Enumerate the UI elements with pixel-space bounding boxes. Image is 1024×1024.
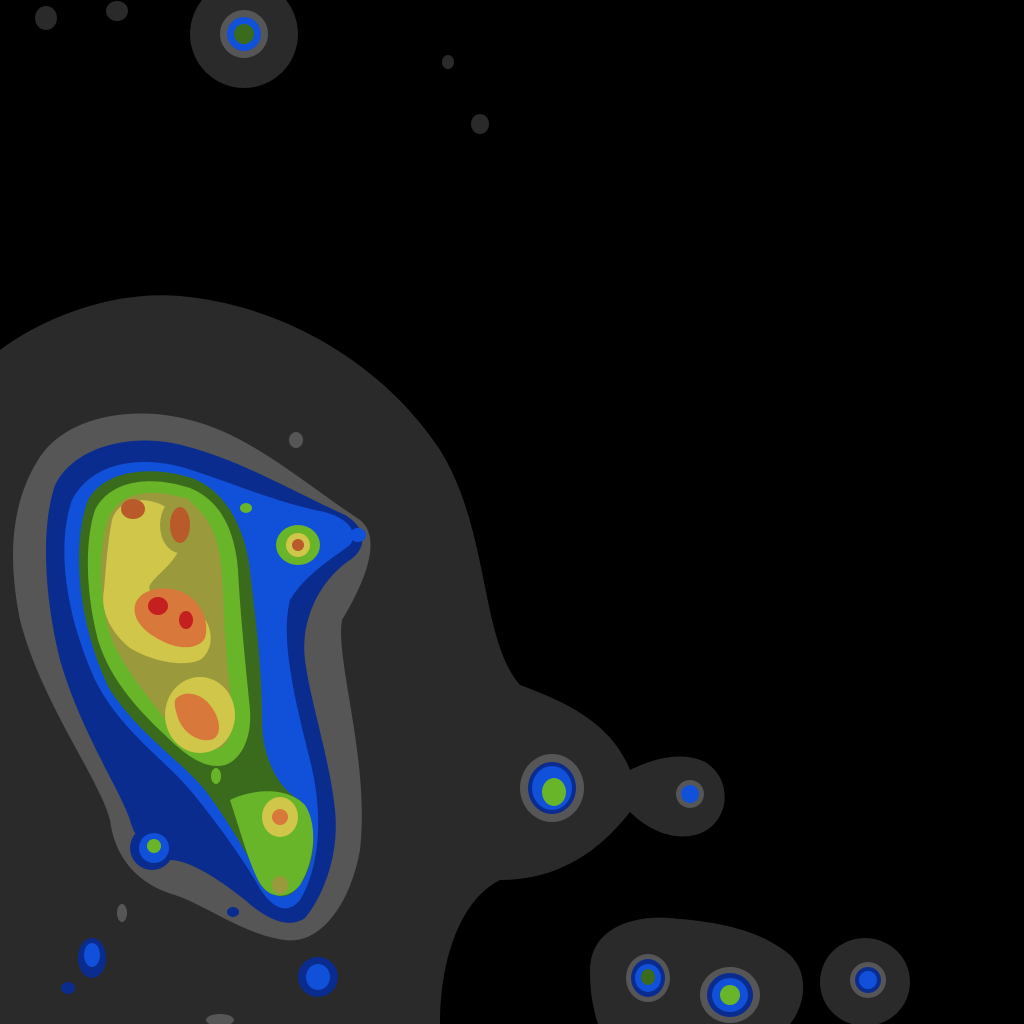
isolated-spot-1	[35, 6, 57, 30]
isolated-spot-7	[206, 1014, 234, 1024]
peak-top-green	[234, 24, 254, 44]
isolated-spot-2	[106, 1, 128, 21]
brown-core-north	[170, 507, 190, 543]
small-dot-green-top	[240, 503, 252, 513]
peak-east-orange	[292, 539, 304, 551]
peak-bottom-left-blue	[84, 943, 100, 967]
isolated-spot-5	[289, 432, 303, 448]
peak-bottom-cluster-left-green	[641, 969, 655, 985]
orange-core-north	[121, 499, 145, 519]
peak-south-olive	[272, 876, 288, 894]
peak-far-right-blue	[681, 785, 699, 803]
peak-mid-right-green	[542, 778, 566, 806]
isolated-spot-4	[471, 114, 489, 134]
red-core-left	[148, 597, 168, 615]
peak-southeast-orange	[272, 809, 288, 825]
peak-bottom-left-tail	[61, 982, 75, 994]
isolated-spot-6	[117, 904, 127, 922]
small-blue-dot-east	[350, 528, 366, 542]
peak-bottom-cluster-right-green	[720, 985, 740, 1005]
isolated-spot-3	[442, 55, 454, 69]
peak-southwest-green	[147, 839, 161, 853]
satellite-peaks	[61, 10, 886, 1023]
peak-bottom-center-blue	[306, 964, 330, 990]
red-core-right	[179, 611, 193, 629]
small-dot-green-mid	[211, 768, 221, 784]
peak-bottom-right-blue	[859, 971, 877, 989]
small-dot-navy-south	[227, 907, 239, 917]
orange-core-south	[174, 693, 219, 741]
